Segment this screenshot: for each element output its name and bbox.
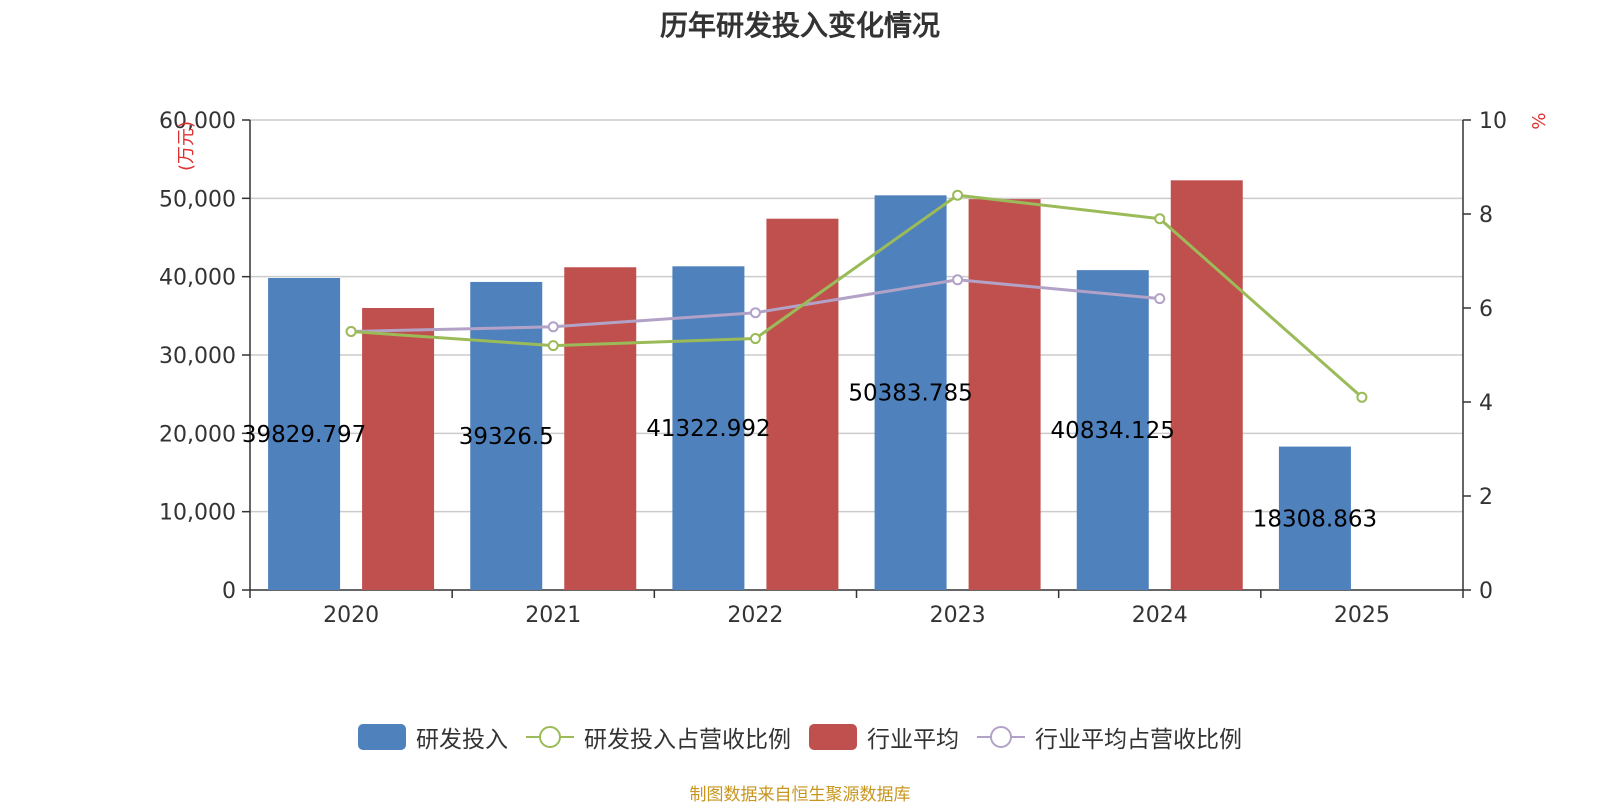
left-tick-label: 60,000 <box>159 109 236 134</box>
right-tick-label: 8 <box>1479 203 1493 228</box>
data-label-rd-2025: 18308.863 <box>1253 506 1377 532</box>
bar-rd-2023 <box>874 195 947 590</box>
bar-rd-2020 <box>268 277 341 590</box>
point-industry-ratio-2022 <box>749 307 761 319</box>
point-rd-ratio-2023 <box>952 189 964 201</box>
right-tick-label: 10 <box>1479 109 1507 134</box>
source-note: 制图数据来自恒生聚源数据库 <box>689 785 911 805</box>
left-tick-label: 0 <box>222 579 236 604</box>
bar-rd-2025 <box>1278 446 1351 590</box>
bar-rd-2022 <box>672 266 745 590</box>
bar-rd-2021 <box>470 281 543 590</box>
data-label-rd-2020: 39829.797 <box>242 422 366 448</box>
right-tick-label: 6 <box>1479 297 1493 322</box>
point-industry-ratio-2023 <box>952 274 964 286</box>
left-tick-label: 20,000 <box>159 422 236 447</box>
legend: 研发投入 研发投入占营收比例 行业平均 行业平均占营收比例 <box>0 720 1600 754</box>
point-industry-ratio-2021 <box>547 321 559 333</box>
bar-industry-2020 <box>362 308 435 590</box>
x-tick-label: 2024 <box>1132 603 1188 628</box>
left-tick-label: 30,000 <box>159 344 236 369</box>
legend-item-industry[interactable]: 行业平均 <box>809 720 959 754</box>
right-tick-label: 2 <box>1479 485 1493 510</box>
data-label-rd-2021: 39326.5 <box>459 424 554 450</box>
point-rd-ratio-2022 <box>749 333 761 345</box>
legend-item-rd-ratio[interactable]: 研发投入占营收比例 <box>526 720 791 754</box>
point-rd-ratio-2020 <box>345 326 357 337</box>
legend-swatch-industry <box>809 724 857 750</box>
point-rd-ratio-2024 <box>1154 213 1166 225</box>
legend-swatch-rd <box>358 724 406 750</box>
data-label-rd-2022: 41322.992 <box>646 416 770 442</box>
right-tick-label: 4 <box>1479 391 1493 416</box>
bar-industry-2024 <box>1170 180 1243 591</box>
legend-item-rd[interactable]: 研发投入 <box>358 720 508 754</box>
x-tick-label: 2025 <box>1334 603 1390 628</box>
x-tick-label: 2020 <box>323 603 379 628</box>
legend-item-industry-ratio[interactable]: 行业平均占营收比例 <box>977 720 1242 754</box>
legend-label-industry-ratio: 行业平均占营收比例 <box>1035 727 1242 753</box>
x-tick-label: 2023 <box>930 603 986 628</box>
line-rd-ratio <box>350 193 1363 399</box>
legend-line-icon-industry-ratio <box>977 726 1025 748</box>
left-tick-label: 40,000 <box>159 266 236 291</box>
point-rd-ratio-2021 <box>547 340 559 352</box>
x-tick-label: 2022 <box>727 603 783 628</box>
legend-label-industry: 行业平均 <box>867 727 959 753</box>
chart-title: 历年研发投入变化情况 <box>659 9 940 42</box>
x-tick-label: 2021 <box>525 603 581 628</box>
left-axis-unit: (万元) <box>176 121 197 171</box>
bar-industry-2022 <box>766 218 839 590</box>
data-label-rd-2024: 40834.125 <box>1051 418 1175 444</box>
left-tick-label: 50,000 <box>159 187 236 212</box>
legend-label-rd: 研发投入 <box>416 727 508 753</box>
legend-label-rd-ratio: 研发投入占营收比例 <box>584 727 791 753</box>
bar-industry-2021 <box>564 267 637 590</box>
bar-industry-2023 <box>968 199 1041 590</box>
data-label-rd-2023: 50383.785 <box>848 381 972 407</box>
point-rd-ratio-2025 <box>1356 391 1368 403</box>
point-industry-ratio-2024 <box>1154 293 1166 305</box>
right-axis-unit: % <box>1529 112 1550 129</box>
left-tick-label: 10,000 <box>159 501 236 526</box>
bar-rd-2024 <box>1076 270 1149 590</box>
legend-line-icon-rd-ratio <box>526 726 574 748</box>
right-tick-label: 0 <box>1479 579 1493 604</box>
